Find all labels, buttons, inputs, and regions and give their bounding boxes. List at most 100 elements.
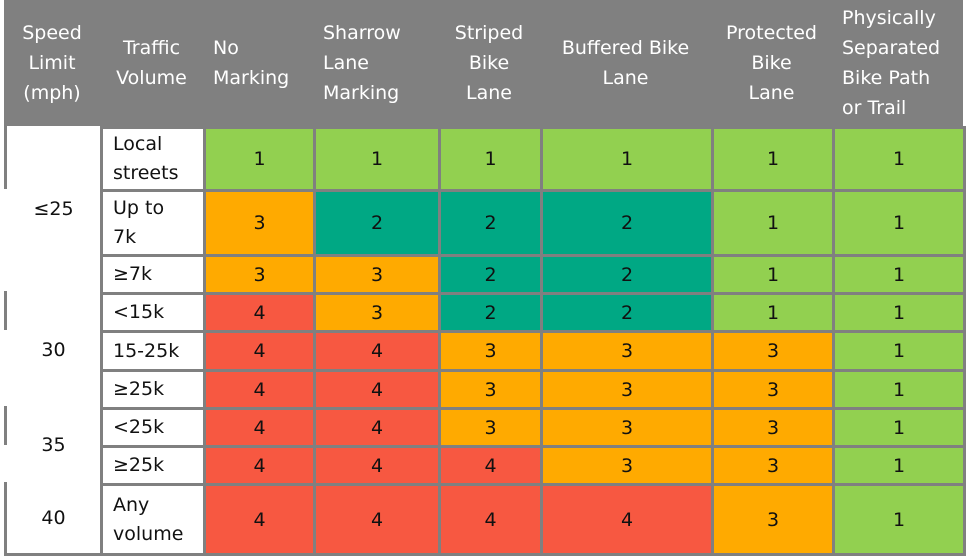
- level-cell: 4: [206, 333, 313, 369]
- volume-line: volume: [113, 522, 184, 545]
- traffic-volume-cell: Local streets: [103, 129, 203, 189]
- level-cell: 4: [316, 486, 438, 553]
- header-line: or Trail: [842, 97, 907, 119]
- level-cell: 1: [714, 295, 832, 330]
- speed-limit-label: 35: [41, 434, 66, 456]
- header-line: (mph): [23, 82, 81, 104]
- grid-line-v: [711, 126, 714, 556]
- header-line: Marking: [213, 67, 290, 89]
- level-cell: 3: [316, 257, 438, 292]
- level-cell: 3: [543, 410, 711, 445]
- grid-line-left: [4, 291, 7, 330]
- level-cell: 1: [835, 486, 963, 553]
- header-line: Separated: [842, 37, 941, 59]
- level-cell: 3: [206, 257, 313, 292]
- header-line: Marking: [323, 82, 400, 104]
- grid-line-h: [100, 292, 966, 295]
- level-cell: 3: [714, 448, 832, 483]
- level-cell: 1: [835, 448, 963, 483]
- grid-line-h: [100, 445, 966, 448]
- level-cell: 1: [835, 257, 963, 292]
- traffic-volume-cell: ≥25k: [103, 448, 203, 483]
- header-traffic-volume: Traffic Volume: [100, 0, 203, 126]
- traffic-volume-cell: <15k: [103, 295, 203, 330]
- header-line: Physically: [842, 7, 936, 29]
- level-cell: 1: [316, 129, 438, 189]
- traffic-volume-cell: ≥25k: [103, 372, 203, 407]
- header-line: Lane: [323, 52, 369, 74]
- level-cell: 1: [835, 295, 963, 330]
- level-cell: 3: [714, 486, 832, 553]
- grid-line-h: [100, 483, 966, 486]
- level-cell: 2: [543, 295, 711, 330]
- level-cell: 1: [835, 372, 963, 407]
- speed-limit-label: ≤25: [33, 198, 74, 220]
- header-line: Limit: [28, 52, 76, 74]
- level-cell: 1: [543, 129, 711, 189]
- level-cell: 2: [316, 192, 438, 254]
- level-cell: 3: [543, 372, 711, 407]
- header-line: Bike Path: [842, 67, 931, 89]
- volume-line: ≥7k: [113, 263, 153, 285]
- level-cell: 4: [206, 448, 313, 483]
- header-line: Volume: [116, 67, 187, 89]
- volume-line: ≥25k: [113, 454, 165, 476]
- header-line: Speed: [22, 22, 82, 44]
- volume-line: Any: [113, 493, 150, 516]
- header-line: Bike: [468, 52, 510, 74]
- grid-line-h: [100, 369, 966, 372]
- grid-line-v: [438, 126, 441, 556]
- traffic-volume-cell: Any volume: [103, 486, 203, 553]
- volume-line: ≥25k: [113, 378, 165, 400]
- header-line: No: [213, 37, 239, 59]
- header-line: Striped: [454, 22, 524, 44]
- header-protected-bike-lane: Protected Bike Lane: [711, 0, 832, 126]
- header-speed-limit: Speed Limit (mph): [4, 0, 100, 126]
- level-cell: 3: [441, 410, 540, 445]
- level-cell: 2: [543, 192, 711, 254]
- speed-limit-label: 40: [41, 507, 66, 529]
- header-line: Lane: [466, 82, 512, 104]
- header-sharrow: Sharrow Lane Marking: [313, 0, 438, 126]
- level-cell: 4: [206, 295, 313, 330]
- level-cell: 3: [206, 192, 313, 254]
- grid-line-v: [540, 126, 543, 556]
- level-cell: 1: [441, 129, 540, 189]
- level-cell: 2: [441, 295, 540, 330]
- grid-line-left: [4, 406, 7, 445]
- header-line: Protected: [726, 22, 817, 44]
- header-line: Bike: [751, 52, 792, 74]
- level-cell: 1: [206, 129, 313, 189]
- level-cell: 4: [316, 448, 438, 483]
- level-cell: 4: [316, 410, 438, 445]
- level-cell: 3: [441, 333, 540, 369]
- header-separated-path: Physically Separated Bike Path or Trail: [832, 0, 963, 126]
- level-cell: 1: [835, 333, 963, 369]
- volume-line: <25k: [113, 416, 165, 438]
- level-cell: 1: [835, 129, 963, 189]
- volume-line: streets: [113, 162, 179, 184]
- grid-line-h: [100, 126, 966, 129]
- level-cell: 3: [714, 410, 832, 445]
- header-no-marking: No Marking: [203, 0, 313, 126]
- level-cell: 1: [835, 410, 963, 445]
- speed-limit-label: 30: [41, 338, 66, 361]
- header-line: Lane: [748, 82, 795, 104]
- volume-line: 7k: [113, 226, 137, 248]
- grid-line-v: [832, 126, 835, 556]
- volume-line: Up to: [113, 197, 165, 219]
- level-cell: 2: [441, 257, 540, 292]
- volume-line: Local: [113, 133, 163, 155]
- level-cell: 2: [441, 192, 540, 254]
- level-cell: 1: [714, 129, 832, 189]
- level-cell: 1: [835, 192, 963, 254]
- level-cell: 4: [316, 333, 438, 369]
- grid-line-h: [100, 189, 966, 192]
- level-cell: 3: [441, 372, 540, 407]
- traffic-volume-cell: Up to 7k: [103, 192, 203, 254]
- level-cell: 1: [714, 257, 832, 292]
- level-cell: 1: [714, 192, 832, 254]
- level-cell: 4: [206, 486, 313, 553]
- volume-line: 15-25k: [113, 339, 180, 362]
